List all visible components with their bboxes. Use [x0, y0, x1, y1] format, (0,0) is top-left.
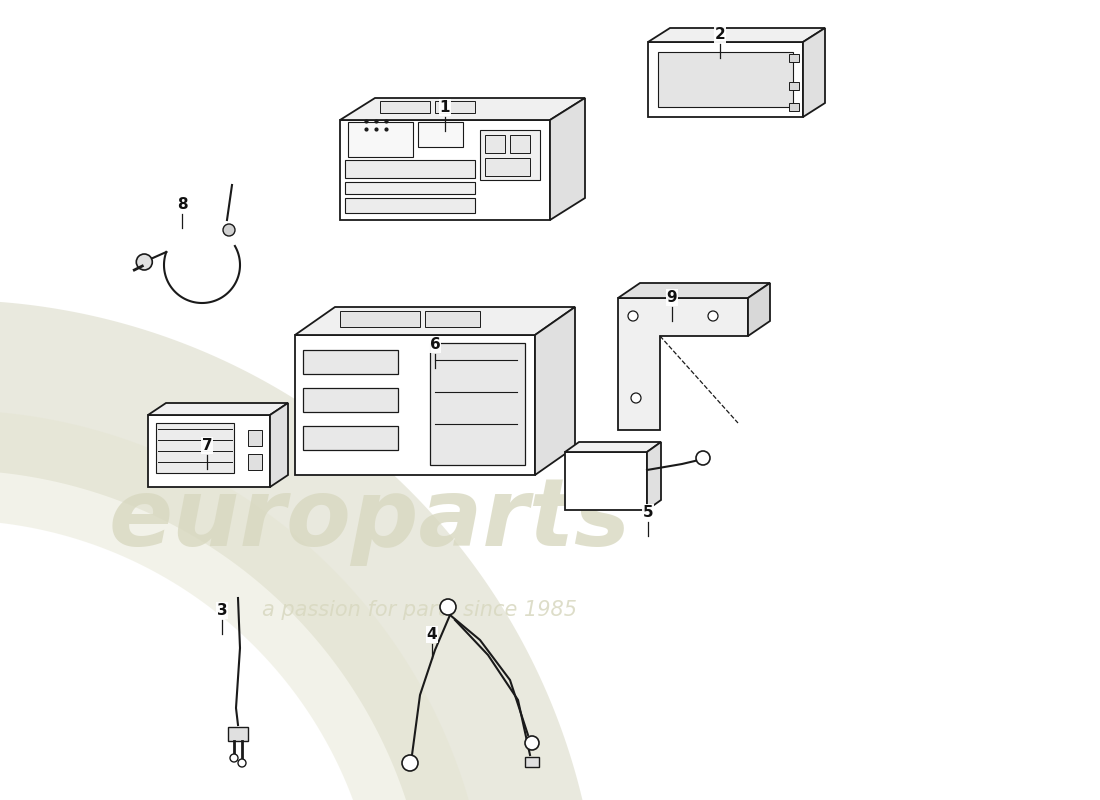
- Polygon shape: [648, 28, 825, 42]
- Bar: [248, 430, 262, 446]
- Polygon shape: [340, 98, 585, 120]
- Circle shape: [696, 451, 710, 465]
- Circle shape: [525, 736, 539, 750]
- Bar: [302, 388, 398, 412]
- Bar: [340, 311, 420, 327]
- Polygon shape: [550, 98, 585, 220]
- Bar: [248, 454, 262, 470]
- Bar: [345, 160, 475, 178]
- Text: 2: 2: [715, 27, 725, 42]
- Text: 8: 8: [177, 197, 187, 212]
- Polygon shape: [648, 42, 803, 117]
- Circle shape: [402, 755, 418, 771]
- Text: europarts: europarts: [109, 474, 631, 566]
- Polygon shape: [803, 28, 825, 117]
- Bar: [658, 52, 793, 107]
- Polygon shape: [535, 307, 575, 475]
- Bar: [302, 426, 398, 450]
- Text: 6: 6: [430, 337, 440, 352]
- Bar: [425, 311, 480, 327]
- Bar: [789, 82, 799, 90]
- Bar: [510, 135, 530, 153]
- Bar: [485, 135, 505, 153]
- Bar: [156, 423, 234, 473]
- Circle shape: [230, 754, 238, 762]
- Bar: [379, 101, 430, 113]
- Text: 4: 4: [427, 627, 438, 642]
- Bar: [525, 757, 539, 767]
- Bar: [348, 122, 412, 157]
- Polygon shape: [618, 283, 770, 298]
- Text: a passion for parts since 1985: a passion for parts since 1985: [263, 600, 578, 620]
- Bar: [430, 343, 525, 465]
- Polygon shape: [148, 415, 270, 487]
- Bar: [789, 103, 799, 111]
- Bar: [485, 158, 530, 176]
- Bar: [228, 727, 248, 741]
- Polygon shape: [148, 403, 288, 415]
- Bar: [345, 198, 475, 213]
- Circle shape: [440, 599, 456, 615]
- Polygon shape: [295, 335, 535, 475]
- Polygon shape: [0, 410, 482, 800]
- Bar: [434, 101, 475, 113]
- Polygon shape: [295, 307, 575, 335]
- Text: 7: 7: [201, 438, 212, 453]
- Polygon shape: [565, 452, 647, 510]
- Bar: [789, 54, 799, 62]
- Text: 5: 5: [642, 505, 653, 520]
- Polygon shape: [0, 300, 597, 800]
- Bar: [345, 182, 475, 194]
- Polygon shape: [565, 442, 661, 452]
- Bar: [302, 350, 398, 374]
- Circle shape: [136, 254, 152, 270]
- Circle shape: [238, 759, 246, 767]
- Bar: [480, 130, 540, 180]
- Polygon shape: [340, 120, 550, 220]
- Polygon shape: [647, 442, 661, 510]
- Circle shape: [631, 393, 641, 403]
- Circle shape: [708, 311, 718, 321]
- Polygon shape: [618, 298, 748, 430]
- Circle shape: [223, 224, 235, 236]
- Text: 9: 9: [667, 290, 678, 305]
- Bar: [418, 122, 463, 147]
- Polygon shape: [748, 283, 770, 336]
- Text: 3: 3: [217, 603, 228, 618]
- Text: 1: 1: [440, 100, 450, 115]
- Polygon shape: [270, 403, 288, 487]
- Circle shape: [628, 311, 638, 321]
